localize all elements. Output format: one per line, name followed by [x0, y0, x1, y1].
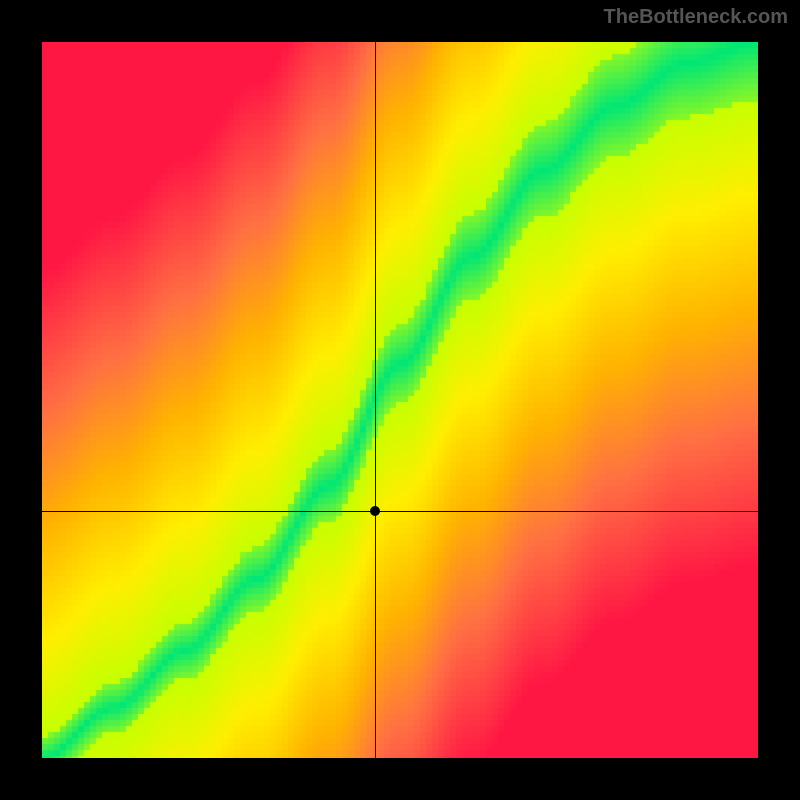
- crosshair-vertical: [375, 42, 376, 758]
- heatmap-canvas: [42, 42, 758, 758]
- plot-area: [42, 42, 758, 758]
- crosshair-marker: [370, 506, 380, 516]
- watermark-text: TheBottleneck.com: [604, 6, 788, 29]
- crosshair-horizontal: [42, 511, 758, 512]
- chart-container: TheBottleneck.com: [0, 0, 800, 800]
